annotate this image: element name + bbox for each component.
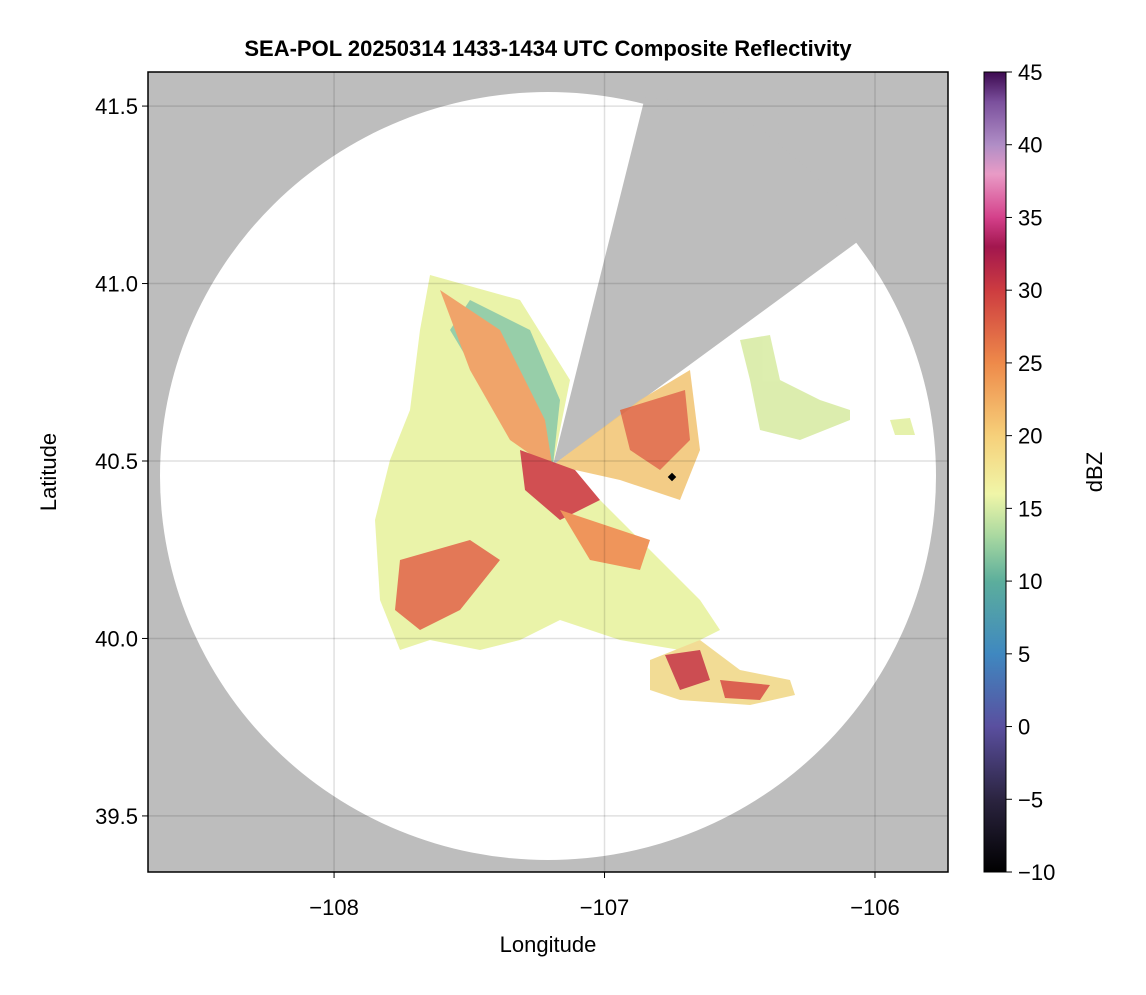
blocked-sector	[553, 97, 860, 465]
colorbar-segment	[984, 72, 1006, 102]
colorbar-frame	[983, 71, 1007, 873]
colorbar-segment	[984, 581, 1006, 655]
colorbar-segment	[984, 362, 1006, 437]
colorbar-tick-label: 10	[1018, 569, 1042, 594]
colorbar-segment	[984, 290, 1006, 364]
x-tick-label: −108	[309, 895, 359, 920]
colorbar-tick-label: 20	[1018, 424, 1042, 449]
radar-site	[667, 472, 677, 482]
colorbar-tick-label: 45	[1018, 60, 1042, 85]
chart-title: SEA-POL 20250314 1433-1434 UTC Composite…	[244, 36, 852, 61]
y-tick-label: 39.5	[95, 804, 138, 829]
colorbar-tick-label: 5	[1018, 642, 1030, 667]
colorbar-tick-label: 25	[1018, 351, 1042, 376]
colorbar-segment	[984, 653, 1006, 728]
colorbar-label: dBZ	[1082, 452, 1107, 492]
y-tick-label: 41.5	[95, 94, 138, 119]
colorbar-tick-label: 30	[1018, 278, 1042, 303]
plot-frame	[147, 71, 949, 873]
y-axis-label: Latitude	[36, 433, 61, 511]
x-tick-label: −107	[580, 895, 630, 920]
colorbar-tick-label: −10	[1018, 860, 1055, 885]
colorbar-segment	[984, 435, 1006, 495]
x-tick-label: −106	[850, 895, 900, 920]
grid	[148, 72, 948, 872]
y-tick-label: 40.0	[95, 626, 138, 651]
colorbar-tick-label: 0	[1018, 715, 1030, 740]
colorbar-segment	[984, 144, 1006, 175]
y-tick-label: 41.0	[95, 272, 138, 297]
colorbar-tick-label: 35	[1018, 205, 1042, 230]
y-tick-label: 40.5	[95, 449, 138, 474]
colorbar-segment	[984, 537, 1006, 582]
colorbar-segment	[984, 726, 1006, 800]
x-axis-label: Longitude	[500, 932, 597, 957]
colorbar-tick-label: 15	[1018, 496, 1042, 521]
colorbar-tick-label: −5	[1018, 787, 1043, 812]
colorbar-segment	[984, 173, 1006, 218]
map-layer	[148, 72, 948, 872]
colorbar-segment	[984, 101, 1006, 146]
colorbar-segment	[984, 799, 1006, 873]
echoes	[375, 275, 915, 705]
colorbar-tick-label: 40	[1018, 133, 1042, 158]
colorbar-segment	[984, 217, 1006, 248]
colorbar-segment	[984, 246, 1006, 291]
colorbar-segment	[984, 493, 1006, 538]
